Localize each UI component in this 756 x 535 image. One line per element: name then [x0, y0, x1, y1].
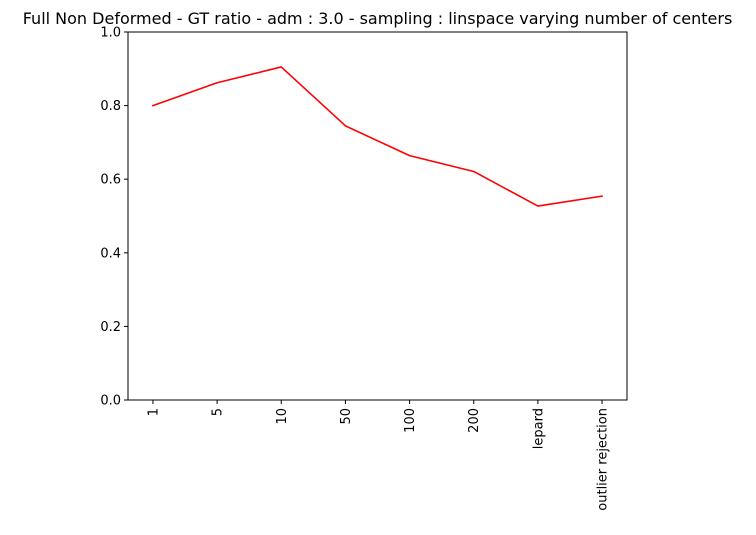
y-tick-label: 0.6 [100, 173, 121, 188]
x-tick-label: 1 [146, 408, 161, 416]
axes-frame [127, 31, 628, 401]
y-tick-label: 0.8 [100, 99, 121, 114]
x-tick-label: 200 [467, 408, 482, 433]
y-tick-label: 1.0 [100, 26, 121, 41]
x-tick-label: 100 [403, 408, 418, 433]
y-tick-label: 0.4 [100, 246, 121, 261]
y-tick-label: 0.0 [100, 394, 121, 409]
chart-title: Full Non Deformed - GT ratio - adm : 3.0… [23, 9, 733, 28]
y-tick-label: 0.2 [100, 320, 121, 335]
x-tick-label: 5 [211, 408, 226, 416]
x-tick-label: lepard [531, 408, 546, 449]
series-line [151, 66, 603, 207]
plot-area: 0.0 0.2 0.4 0.6 0.8 1.0 1 5 10 50 100 200 lepard outl… [100, 26, 628, 511]
x-tick-label: 50 [339, 408, 354, 425]
x-tick-label: 10 [275, 408, 290, 425]
x-tick-label: outlier rejection [596, 408, 611, 511]
